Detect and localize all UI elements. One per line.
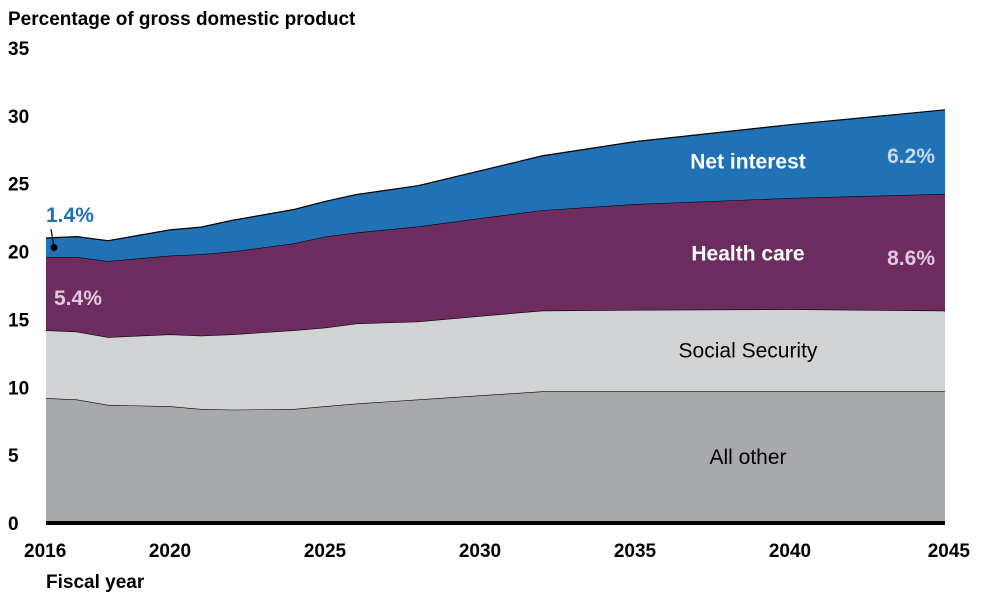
area-layers — [45, 109, 946, 523]
y-tick-label: 25 — [8, 175, 30, 196]
annotation-leader-dot — [50, 244, 58, 251]
x-tick-label: 2020 — [149, 541, 191, 562]
value-annotations: 1.4% 5.4% 6.2% 8.6% — [46, 145, 935, 310]
x-axis-title: Fiscal year — [46, 572, 145, 593]
y-tick-label: 0 — [8, 514, 19, 535]
annotation-net-interest-2: 6.2% — [887, 145, 935, 168]
label-net-interest: Net interest — [690, 150, 806, 173]
y-tick-label: 10 — [8, 378, 29, 399]
y-tick-label: 15 — [8, 310, 30, 331]
area-social-security — [46, 309, 945, 410]
series-labels: All other Social Security Health care Net i… — [679, 150, 818, 469]
y-axis-title: Percentage of gross domestic product — [8, 9, 356, 30]
x-tick-label: 2030 — [459, 541, 501, 562]
area-health-care — [46, 193, 945, 338]
label-health-care: Health care — [691, 243, 804, 266]
annotation-health-care-3: 8.6% — [887, 247, 935, 270]
area-net-interest — [46, 109, 945, 262]
boundary-net-interest — [45, 109, 946, 242]
area-all-other — [46, 391, 945, 523]
annotation-health-care-1: 5.4% — [54, 287, 102, 310]
x-tick-label: 2016 — [24, 541, 66, 562]
x-tick-label: 2035 — [614, 541, 657, 562]
y-tick-label: 35 — [8, 39, 30, 60]
y-tick-label: 20 — [8, 243, 29, 264]
y-tick-label: 5 — [8, 446, 19, 467]
x-tick-label: 2040 — [769, 541, 811, 562]
label-all-other: All other — [709, 446, 786, 469]
x-axis-ticks: 2016 2020 2025 2030 2035 2040 2045 — [24, 541, 970, 562]
y-tick-label: 30 — [8, 107, 29, 128]
y-axis-ticks: 0 5 10 15 20 25 30 35 — [8, 39, 30, 535]
annotation-net-interest-0: 1.4% — [46, 204, 94, 227]
x-tick-label: 2025 — [304, 541, 347, 562]
label-social-security: Social Security — [679, 339, 818, 362]
x-tick-label: 2045 — [928, 541, 971, 562]
